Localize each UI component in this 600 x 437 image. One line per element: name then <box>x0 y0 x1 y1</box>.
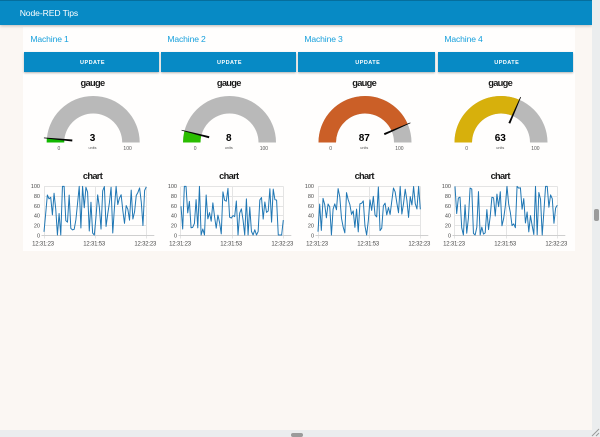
svg-text:0: 0 <box>448 233 451 239</box>
svg-text:40: 40 <box>34 214 40 220</box>
svg-text:100: 100 <box>305 184 314 190</box>
svg-text:100: 100 <box>442 184 451 190</box>
svg-text:12:31:53: 12:31:53 <box>83 241 106 247</box>
svg-text:60: 60 <box>445 204 451 210</box>
svg-text:12:32:23: 12:32:23 <box>134 241 157 247</box>
svg-text:12:31:23: 12:31:23 <box>169 241 192 247</box>
svg-text:40: 40 <box>445 214 451 220</box>
svg-text:100: 100 <box>31 184 40 190</box>
svg-text:40: 40 <box>171 214 177 220</box>
svg-text:12:31:53: 12:31:53 <box>220 241 243 247</box>
svg-text:0: 0 <box>37 233 40 239</box>
svg-text:40: 40 <box>308 214 314 220</box>
svg-text:0: 0 <box>174 233 177 239</box>
svg-text:20: 20 <box>445 223 451 229</box>
svg-text:60: 60 <box>34 204 40 210</box>
svg-text:100: 100 <box>168 184 177 190</box>
svg-text:12:32:23: 12:32:23 <box>545 241 568 247</box>
svg-text:80: 80 <box>171 194 177 200</box>
svg-text:80: 80 <box>34 194 40 200</box>
svg-text:0: 0 <box>311 233 314 239</box>
svg-text:12:31:53: 12:31:53 <box>494 241 517 247</box>
svg-text:60: 60 <box>308 204 314 210</box>
svg-text:12:32:23: 12:32:23 <box>408 241 431 247</box>
svg-text:12:31:23: 12:31:23 <box>32 241 55 247</box>
svg-text:80: 80 <box>445 194 451 200</box>
svg-text:20: 20 <box>171 223 177 229</box>
svg-text:12:31:23: 12:31:23 <box>443 241 466 247</box>
svg-text:12:31:53: 12:31:53 <box>357 241 380 247</box>
svg-text:60: 60 <box>171 204 177 210</box>
svg-text:12:31:23: 12:31:23 <box>306 241 329 247</box>
svg-text:20: 20 <box>308 223 314 229</box>
svg-text:80: 80 <box>308 194 314 200</box>
svg-text:12:32:23: 12:32:23 <box>271 241 294 247</box>
svg-text:20: 20 <box>34 223 40 229</box>
